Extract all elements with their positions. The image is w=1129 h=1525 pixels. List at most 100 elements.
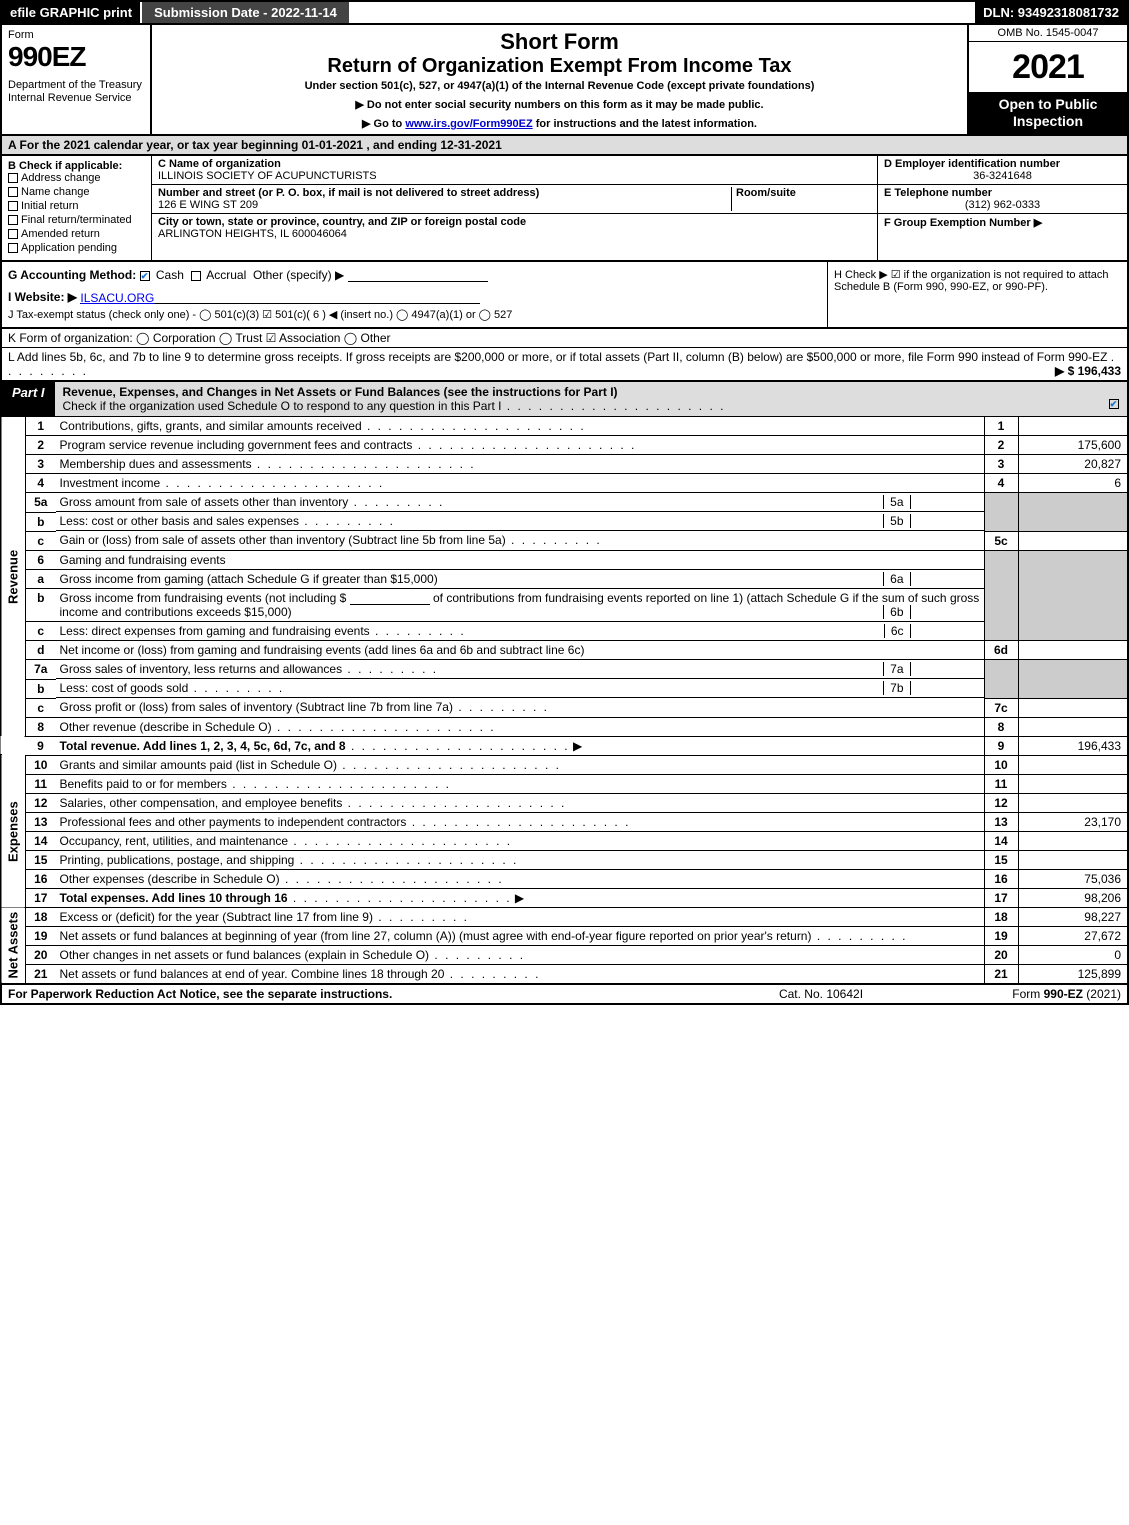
line-15-num: 15 [26,850,56,869]
line-11-rnum: 11 [984,774,1018,793]
line-11-val [1018,774,1128,793]
return-title: Return of Organization Exempt From Incom… [160,55,959,78]
line-20-val: 0 [1018,945,1128,964]
part1-schedule-o-check[interactable] [1109,399,1119,409]
line-1-desc: Contributions, gifts, grants, and simila… [60,419,362,433]
row-k: K Form of organization: ◯ Corporation ◯ … [0,329,1129,348]
netassets-side-label: Net Assets [1,907,26,984]
line-5b-minival [910,514,980,528]
org-address: 126 E WING ST 209 [158,199,731,211]
c-city-label: City or town, state or province, country… [158,216,871,228]
line-11-num: 11 [26,774,56,793]
line-1-num: 1 [26,417,56,436]
chk-pending-label: Application pending [21,242,117,254]
b-label: B Check if applicable: [8,160,145,172]
line-5c-desc: Gain or (loss) from sale of assets other… [60,533,506,547]
line-17-desc: Total expenses. Add lines 10 through 16 [60,891,288,905]
line-18-rnum: 18 [984,907,1018,926]
line-5c-num: c [26,531,56,550]
header-center: Short Form Return of Organization Exempt… [152,25,967,134]
chk-amended[interactable]: Amended return [8,228,145,240]
i-label: I Website: ▶ [8,290,77,304]
omb-no: OMB No. 1545-0047 [969,25,1127,42]
chk-name-change[interactable]: Name change [8,186,145,198]
line-3-rnum: 3 [984,455,1018,474]
line-6d-num: d [26,641,56,660]
line-16-desc: Other expenses (describe in Schedule O) [60,872,280,886]
irs-link[interactable]: www.irs.gov/Form990EZ [405,118,532,130]
other-specify-line[interactable] [348,269,488,282]
line-5b-mininum: 5b [883,514,909,528]
line-11-desc: Benefits paid to or for members [60,777,227,791]
line-9-rnum: 9 [984,736,1018,755]
subtitle: Under section 501(c), 527, or 4947(a)(1)… [160,80,959,92]
line-14-desc: Occupancy, rent, utilities, and maintena… [60,834,289,848]
line-21-num: 21 [26,964,56,984]
block-ghi: G Accounting Method: Cash Accrual Other … [0,262,1129,329]
line-3-num: 3 [26,455,56,474]
top-bar: efile GRAPHIC print Submission Date - 20… [0,0,1129,25]
line-5b-num: b [26,512,56,531]
line-20-num: 20 [26,945,56,964]
line-9-num: 9 [26,736,56,755]
line-7c-rnum: 7c [984,698,1018,717]
l-value: ▶ $ 196,433 [1055,364,1121,378]
efile-label[interactable]: efile GRAPHIC print [2,2,140,23]
line-6-desc: Gaming and fundraising events [56,550,985,569]
org-city: ARLINGTON HEIGHTS, IL 600046064 [158,228,871,240]
website-link[interactable]: ILSACU.ORG [80,291,154,305]
section-b: B Check if applicable: Address change Na… [2,156,152,260]
other-label: Other (specify) ▶ [253,268,344,282]
line-12-num: 12 [26,793,56,812]
line-14-num: 14 [26,831,56,850]
dln: DLN: 93492318081732 [975,2,1127,23]
footer-right: Form 990-EZ (2021) [921,987,1121,1001]
chk-cash[interactable] [140,271,150,281]
line-4-num: 4 [26,474,56,493]
line-6c-mininum: 6c [884,624,910,638]
line-6d-desc: Net income or (loss) from gaming and fun… [56,641,985,660]
line-12-desc: Salaries, other compensation, and employ… [60,796,343,810]
chk-amended-label: Amended return [21,228,100,240]
line-6b-blank[interactable] [350,592,430,605]
line-5c-rnum: 5c [984,531,1018,550]
c-name-label: C Name of organization [158,158,871,170]
line-20-desc: Other changes in net assets or fund bala… [60,948,430,962]
form-header: Form 990EZ Department of the Treasury In… [0,25,1129,136]
submission-date: Submission Date - 2022-11-14 [140,2,349,23]
line-2-rnum: 2 [984,436,1018,455]
chk-initial-return[interactable]: Initial return [8,200,145,212]
line-6-num: 6 [26,550,56,569]
chk-accrual[interactable] [191,271,201,281]
chk-address-change[interactable]: Address change [8,172,145,184]
line-19-val: 27,672 [1018,926,1128,945]
line-7c-num: c [26,698,56,717]
line-6b-minival [910,605,980,619]
line-18-num: 18 [26,907,56,926]
footer-left: For Paperwork Reduction Act Notice, see … [8,987,721,1001]
g-label: G Accounting Method: [8,268,136,282]
line-7a-num: 7a [26,660,56,680]
chk-final-return[interactable]: Final return/terminated [8,214,145,226]
line-7b-minival [910,681,980,695]
line-6a-desc: Gross income from gaming (attach Schedul… [60,572,884,586]
line-13-val: 23,170 [1018,812,1128,831]
line-5a-desc: Gross amount from sale of assets other t… [60,495,349,509]
goto-post: for instructions and the latest informat… [533,118,757,130]
l-text: L Add lines 5b, 6c, and 7b to line 9 to … [8,350,1107,364]
chk-pending[interactable]: Application pending [8,242,145,254]
line-19-num: 19 [26,926,56,945]
header-right: OMB No. 1545-0047 2021 Open to Public In… [967,25,1127,134]
line-13-num: 13 [26,812,56,831]
line-2-desc: Program service revenue including govern… [60,438,413,452]
part1-tag: Part I [2,382,55,416]
row-g: G Accounting Method: Cash Accrual Other … [8,268,821,282]
line-7a-mininum: 7a [883,662,909,676]
row-h: H Check ▶ ☑ if the organization is not r… [827,262,1127,327]
chk-address-change-label: Address change [21,172,101,184]
line-7a-desc: Gross sales of inventory, less returns a… [60,662,343,676]
chk-name-change-label: Name change [21,186,90,198]
chk-initial-return-label: Initial return [21,200,78,212]
line-21-val: 125,899 [1018,964,1128,984]
section-c: C Name of organization ILLINOIS SOCIETY … [152,156,877,260]
